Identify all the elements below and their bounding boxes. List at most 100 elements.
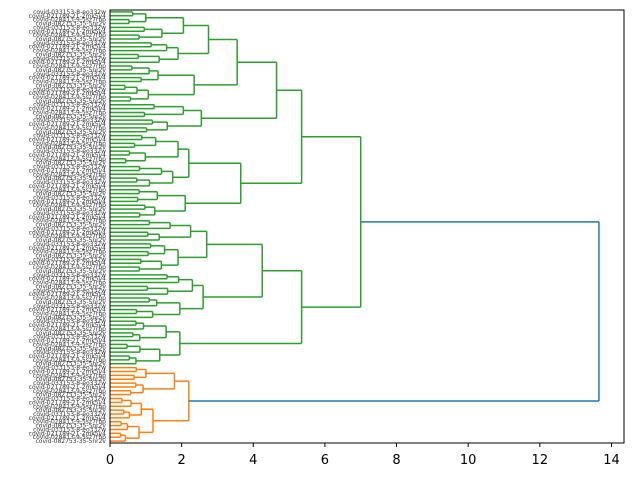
leaf-label: covid-082753-35-5nr2v (36, 252, 107, 259)
leaf-label: covid-033153-8-eo332w (33, 365, 106, 372)
leaf-label: covid-028413-9-5sz7rbp (33, 140, 106, 147)
leaf-label: covid-021789-21-2mk5v4 (29, 13, 107, 20)
leaf-label: covid-021789-21-2mk5v4 (29, 307, 107, 314)
leaf-label: covid-082753-35-5nr2v (36, 175, 107, 182)
leaf-label: covid-028413-9-5sz7rbp (33, 94, 106, 101)
leaf-label: covid-082753-35-5nr2v (36, 98, 107, 105)
leaf-label: covid-028413-9-5sz7rbp (33, 419, 106, 426)
leaf-label: covid-021789-21-2mk5v4 (29, 430, 107, 437)
x-axis: 0 2 4 6 8 10 12 14 (106, 443, 620, 468)
leaf-label: covid-028413-9-5sz7rbp (33, 295, 106, 302)
leaf-label: covid-021789-21-2mk5v4 (29, 152, 107, 159)
leaf-label: covid-082753-35-5nr2v (36, 160, 107, 167)
x-tick-label: 12 (532, 453, 549, 468)
leaf-label: covid-033153-8-eo332w (33, 426, 106, 433)
leaf-label: covid-028413-9-5sz7rbp (33, 264, 106, 271)
x-tick-label: 10 (460, 453, 477, 468)
leaf-label: covid-021789-21-2mk5v4 (29, 214, 107, 221)
leaf-label: covid-033153-8-eo332w (33, 102, 106, 109)
leaf-label: covid-028413-9-5sz7rbp (33, 202, 106, 209)
leaf-label: covid-021789-21-2mk5v4 (29, 75, 107, 82)
leaf-label: covid-082753-35-5nr2v (36, 438, 107, 445)
leaf-label: covid-021789-21-2mk5v4 (29, 90, 107, 97)
leaf-label: covid-082753-35-5nr2v (36, 345, 107, 352)
leaf-label: covid-082753-35-5nr2v (36, 82, 107, 89)
leaf-label: covid-028413-9-5sz7rbp (33, 32, 106, 39)
leaf-label: covid-028413-9-5sz7rbp (33, 249, 106, 256)
leaf-label: covid-082753-35-5nr2v (36, 283, 107, 290)
leaf-label: covid-021789-21-2mk5v4 (29, 28, 107, 35)
x-tick-label: 6 (321, 453, 329, 468)
leaf-labels: covid-033153-8-eo332wcovid-021789-21-2mk… (29, 9, 107, 445)
leaf-label: covid-082753-35-5nr2v (36, 376, 107, 383)
leaf-label: covid-033153-8-eo332w (33, 380, 106, 387)
leaf-label: covid-021789-21-2mk5v4 (29, 183, 107, 190)
leaf-label: covid-021789-21-2mk5v4 (29, 368, 107, 375)
x-tick-label: 14 (603, 453, 620, 468)
leaf-label: covid-021789-21-2mk5v4 (29, 338, 107, 345)
leaf-label: covid-028413-9-5sz7rbp (33, 403, 106, 410)
leaf-label: covid-021789-21-2mk5v4 (29, 415, 107, 422)
leaf-label: covid-021789-21-2mk5v4 (29, 229, 107, 236)
leaf-label: covid-033153-8-eo332w (33, 40, 106, 47)
leaf-label: covid-033153-8-eo332w (33, 287, 106, 294)
leaf-label: covid-028413-9-5sz7rbp (33, 326, 106, 333)
leaf-label: covid-021789-21-2mk5v4 (29, 260, 107, 267)
leaf-label: covid-028413-9-5sz7rbp (33, 63, 106, 70)
dendrogram-links (110, 11, 600, 442)
leaf-label: covid-028413-9-5sz7rbp (33, 48, 106, 55)
leaf-label: covid-028413-9-5sz7rbp (33, 233, 106, 240)
leaf-label: covid-082753-35-5nr2v (36, 129, 107, 136)
leaf-label: covid-033153-8-eo332w (33, 24, 106, 31)
leaf-label: covid-033153-8-eo332w (33, 179, 106, 186)
leaf-label: covid-082753-35-5nr2v (36, 268, 107, 275)
leaf-label: covid-028413-9-5sz7rbp (33, 17, 106, 24)
leaf-label: covid-082753-35-5nr2v (36, 222, 107, 229)
leaf-label: covid-021789-21-2mk5v4 (29, 353, 107, 360)
leaf-label: covid-033153-8-eo332w (33, 272, 106, 279)
leaf-label: covid-033153-8-eo332w (33, 303, 106, 310)
leaf-label: covid-033153-8-eo332w (33, 256, 106, 263)
leaf-label: covid-082753-35-5nr2v (36, 423, 107, 430)
leaf-label: covid-082753-35-5nr2v (36, 144, 107, 151)
leaf-label: covid-082753-35-5nr2v (36, 314, 107, 321)
leaf-label: covid-028413-9-5sz7rbp (33, 280, 106, 287)
x-tick-label: 2 (177, 453, 185, 468)
leaf-label: covid-021789-21-2mk5v4 (29, 245, 107, 252)
leaf-label: covid-033153-8-eo332w (33, 349, 106, 356)
leaf-label: covid-028413-9-5sz7rbp (33, 372, 106, 379)
x-tick-label: 4 (249, 453, 257, 468)
leaf-label: covid-033153-8-eo332w (33, 117, 106, 124)
leaf-label: covid-082753-35-5nr2v (36, 299, 107, 306)
leaf-label: covid-021789-21-2mk5v4 (29, 276, 107, 283)
leaf-label: covid-033153-8-eo332w (33, 210, 106, 217)
leaf-label: covid-033153-8-eo332w (33, 86, 106, 93)
leaf-label: covid-021789-21-2mk5v4 (29, 44, 107, 51)
leaf-label: covid-033153-8-eo332w (33, 334, 106, 341)
leaf-label: covid-021789-21-2mk5v4 (29, 106, 107, 113)
leaf-label: covid-082753-35-5nr2v (36, 67, 107, 74)
x-tick-label: 0 (106, 453, 114, 468)
leaf-label: covid-028413-9-5sz7rbp (33, 187, 106, 194)
leaf-label: covid-033153-8-eo332w (33, 9, 106, 16)
leaf-label: covid-082753-35-5nr2v (36, 113, 107, 120)
leaf-label: covid-021789-21-2mk5v4 (29, 384, 107, 391)
leaf-label: covid-028413-9-5sz7rbp (33, 218, 106, 225)
leaf-label: covid-033153-8-eo332w (33, 195, 106, 202)
leaf-label: covid-028413-9-5sz7rbp (33, 79, 106, 86)
leaf-label: covid-033153-8-eo332w (33, 133, 106, 140)
leaf-label: covid-028413-9-5sz7rbp (33, 434, 106, 441)
leaf-label: covid-082753-35-5nr2v (36, 330, 107, 337)
leaf-label: covid-082753-35-5nr2v (36, 36, 107, 43)
leaf-label: covid-082753-35-5nr2v (36, 21, 107, 28)
leaf-label: covid-082753-35-5nr2v (36, 392, 107, 399)
leaf-label: covid-028413-9-5sz7rbp (33, 357, 106, 364)
leaf-label: covid-082753-35-5nr2v (36, 407, 107, 414)
leaf-label: covid-082753-35-5nr2v (36, 206, 107, 213)
leaf-label: covid-028413-9-5sz7rbp (33, 310, 106, 317)
leaf-label: covid-028413-9-5sz7rbp (33, 156, 106, 163)
leaf-label: covid-028413-9-5sz7rbp (33, 109, 106, 116)
leaf-label: covid-033153-8-eo332w (33, 241, 106, 248)
leaf-label: covid-028413-9-5sz7rbp (33, 171, 106, 178)
